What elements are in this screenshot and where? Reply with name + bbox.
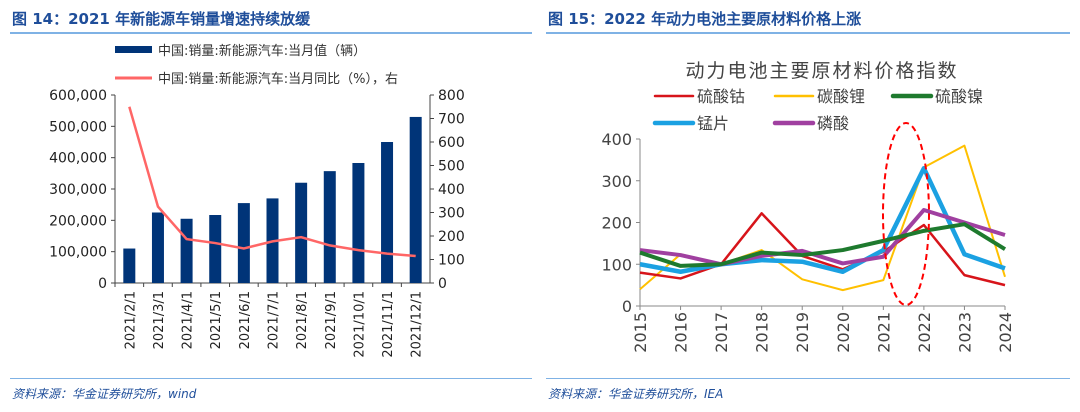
x-tick-label: 2021/5/1 [209, 291, 224, 349]
bar-2021/3/1 [151, 212, 164, 283]
right-tick-label: 500 [438, 159, 465, 175]
bar-2021/10/1 [352, 162, 365, 283]
legend-label-硫酸镍: 硫酸镍 [935, 87, 983, 106]
x-tick-label: 2021/10/1 [352, 291, 367, 358]
left-tick-label: 500,000 [49, 119, 107, 135]
x-tick-label: 2023 [955, 312, 974, 353]
x-tick-label: 2015 [631, 312, 650, 353]
x-tick-label: 2021/12/1 [410, 291, 425, 358]
bar-2021/8/1 [295, 182, 308, 283]
legend-label-碳酸锂: 碳酸锂 [817, 87, 865, 106]
right-source-divider [546, 378, 1070, 379]
x-tick-label: 2019 [793, 312, 812, 353]
x-tick-label: 2016 [672, 312, 691, 353]
bar-2021/12/1 [409, 116, 422, 283]
x-tick-label: 2021/4/1 [181, 291, 196, 349]
right-tick-label: 200 [438, 229, 465, 245]
right-tick-label: 800 [438, 88, 465, 104]
bar-2021/2/1 [123, 248, 136, 283]
right-tick-label: 100 [438, 253, 465, 269]
x-tick-label: 2021/6/1 [238, 291, 253, 349]
right-tick-label: 600 [438, 135, 465, 151]
left-tick-label: 400,000 [49, 151, 107, 167]
x-tick-label: 2020 [834, 312, 853, 353]
yoy-line [128, 106, 416, 258]
y-tick-label: 400 [601, 130, 632, 149]
x-tick-label: 2022 [915, 312, 934, 353]
right-title-divider [546, 32, 1070, 34]
chart-title: 动力电池主要原材料价格指数 [685, 60, 958, 82]
x-tick-label: 2021/11/1 [381, 291, 396, 358]
left-source-divider [10, 378, 532, 379]
bar-2021/9/1 [323, 171, 336, 283]
right-tick-label: 400 [438, 182, 465, 198]
legend-bar-label: 中国:销量:新能源汽车:当月值（辆） [158, 43, 366, 59]
x-tick-label: 2021/2/1 [123, 291, 138, 349]
series-line-硫酸钴 [639, 212, 1006, 287]
x-tick-label: 2021/8/1 [295, 291, 310, 349]
right-tick-label: 700 [438, 112, 465, 128]
right-source: 资料来源：华金证券研究所，IEA [548, 387, 724, 401]
bar-2021/11/1 [381, 142, 394, 283]
y-tick-label: 0 [622, 297, 632, 316]
x-tick-label: 2024 [996, 312, 1015, 353]
right-tick-label: 300 [438, 206, 465, 222]
x-tick-label: 2018 [753, 312, 772, 353]
left-tick-label: 600,000 [49, 88, 107, 104]
legend-label-锰片: 锰片 [697, 114, 729, 133]
bar-2021/6/1 [237, 203, 250, 283]
left-tick-label: 300,000 [49, 182, 107, 198]
left-title-divider [10, 32, 532, 34]
legend-bar-swatch [115, 46, 152, 53]
left-source: 资料来源：华金证券研究所，wind [12, 387, 197, 401]
bar-2021/5/1 [209, 215, 222, 283]
y-tick-label: 100 [601, 255, 632, 274]
x-tick-label: 2017 [712, 312, 731, 353]
left-tick-label: 200,000 [49, 213, 107, 229]
y-tick-label: 200 [601, 214, 632, 233]
left-tick-label: 100,000 [49, 245, 107, 261]
y-tick-label: 300 [601, 172, 632, 191]
legend-label-硫酸钴: 硫酸钴 [697, 87, 745, 106]
left-figure-title: 图 14：2021 年新能源车销量增速持续放缓 [12, 10, 311, 28]
right-figure-title: 图 15：2022 年动力电池主要原材料价格上涨 [548, 10, 862, 28]
x-tick-label: 2021/3/1 [152, 291, 167, 349]
legend-label-磷酸: 磷酸 [817, 114, 849, 133]
legend-line-label: 中国:销量:新能源汽车:当月同比（%），右 [158, 71, 398, 87]
series-line-磷酸 [639, 207, 1006, 267]
x-tick-label: 2021/9/1 [324, 291, 339, 349]
x-tick-label: 2021 [874, 312, 893, 353]
left-tick-label: 0 [98, 276, 107, 292]
highlight-ellipse [882, 122, 930, 306]
series-line-硫酸镍 [639, 222, 1007, 268]
bar-2021/4/1 [180, 218, 193, 283]
x-tick-label: 2021/7/1 [267, 291, 282, 349]
series-line-锰片 [639, 165, 1006, 275]
right-tick-label: 0 [438, 276, 447, 292]
